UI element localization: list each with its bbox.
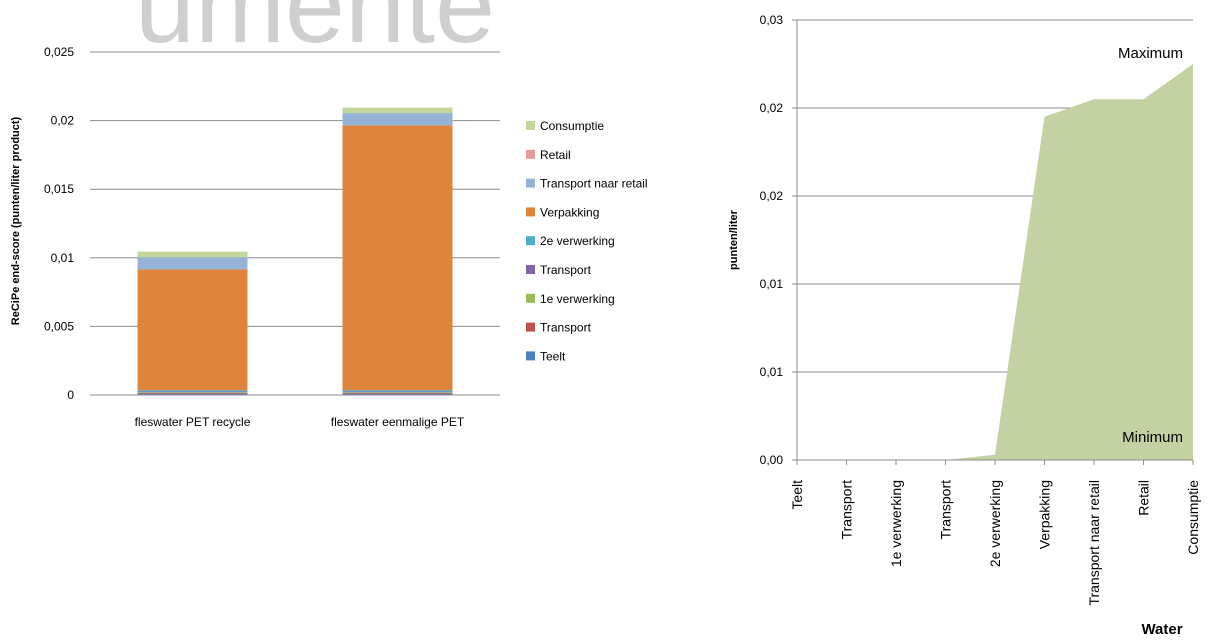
left-x-category-labels: fleswater PET recycle fleswater eenmalige…: [135, 415, 465, 429]
y-tick-label: 0,025: [44, 45, 74, 59]
bar-segment: [342, 125, 453, 391]
left-bars: [137, 107, 453, 395]
bar-segment: [137, 269, 248, 391]
bar-segment: [137, 392, 248, 393]
y-tick-label: 0,01: [51, 251, 75, 265]
watermark-text: umente: [135, 0, 495, 65]
annotation-maximum: Maximum: [1118, 45, 1183, 62]
bar-segment: [137, 392, 248, 394]
bar-segment: [342, 393, 453, 395]
right-y-axis-label: punten/liter: [728, 209, 740, 270]
legend-label: Transport: [540, 321, 592, 335]
bar-segment: [342, 392, 453, 393]
x-category-label: Retail: [1136, 480, 1152, 516]
bar-segment: [342, 392, 453, 394]
bar-segment: [137, 391, 248, 393]
x-category-label: 1e verwerking: [888, 480, 904, 567]
series-label-water: Water: [1141, 621, 1182, 638]
y-tick-label: 0,00: [760, 453, 784, 467]
area-fill: [797, 64, 1193, 460]
x-category-label: Transport: [839, 480, 855, 540]
legend-swatch: [526, 178, 535, 188]
legend-swatch: [526, 293, 535, 303]
left-legend: Consumptie Retail Transport naar retail Ver…: [526, 119, 648, 363]
area-chart: 0,00 0,01 0,01 0,02 0,02 0,03 Teelt Transport 1…: [728, 13, 1201, 638]
bar-segment: [342, 391, 453, 393]
annotation-minimum: Minimum: [1122, 429, 1183, 446]
x-category-label: fleswater eenmalige PET: [331, 415, 465, 429]
y-tick-label: 0,03: [760, 13, 784, 27]
legend-label: Transport naar retail: [540, 177, 648, 191]
right-x-tick-marks: [796, 460, 1194, 465]
legend-label: Transport: [540, 263, 592, 277]
x-category-label: Transport: [938, 480, 954, 540]
bar-segment: [137, 257, 248, 270]
stacked-bar-chart: 0 0,005 0,01 0,015 0,02 0,025 fleswater PET r…: [10, 45, 648, 429]
legend-label: Verpakking: [540, 205, 599, 219]
y-tick-label: 0,005: [44, 319, 74, 333]
legend-swatch: [526, 207, 535, 217]
legend-label: Teelt: [540, 349, 566, 363]
bar-segment: [137, 251, 248, 258]
y-tick-label: 0,01: [760, 365, 784, 379]
left-y-axis-label: ReCiPe end-score (punten/liter product): [10, 116, 22, 325]
legend-swatch: [526, 121, 535, 130]
y-tick-label: 0: [67, 388, 74, 402]
bar-segment: [342, 390, 453, 392]
right-y-tick-labels: 0,00 0,01 0,01 0,02 0,02 0,03: [760, 13, 784, 467]
x-category-label: Transport naar retail: [1086, 480, 1102, 606]
x-category-label: fleswater PET recycle: [135, 415, 251, 429]
legend-label: 2e verwerking: [540, 234, 615, 248]
legend-swatch: [526, 149, 535, 159]
x-category-label: Consumptie: [1185, 480, 1201, 555]
bar-segment: [342, 107, 453, 114]
legend-label: Consumptie: [540, 119, 604, 133]
y-tick-label: 0,015: [44, 182, 74, 196]
y-tick-label: 0,01: [760, 277, 784, 291]
bar-segment: [137, 390, 248, 392]
y-tick-label: 0,02: [51, 114, 75, 128]
legend-swatch: [526, 351, 535, 361]
legend-label: Retail: [540, 148, 571, 162]
x-category-label: 2e verwerking: [987, 480, 1003, 567]
x-category-label: Verpakking: [1037, 480, 1053, 549]
x-category-label: Teelt: [789, 480, 805, 510]
legend-swatch: [526, 322, 535, 332]
bar-segment: [342, 113, 453, 126]
legend-swatch: [526, 236, 535, 246]
y-tick-label: 0,02: [760, 101, 784, 115]
legend-label: 1e verwerking: [540, 292, 615, 306]
left-y-tick-labels: 0 0,005 0,01 0,015 0,02 0,025: [44, 45, 74, 402]
bar-segment: [137, 393, 248, 395]
right-x-category-labels: Teelt Transport 1e verwerking Transport 2e v…: [789, 480, 1201, 606]
y-tick-label: 0,02: [760, 189, 784, 203]
legend-swatch: [526, 265, 535, 274]
